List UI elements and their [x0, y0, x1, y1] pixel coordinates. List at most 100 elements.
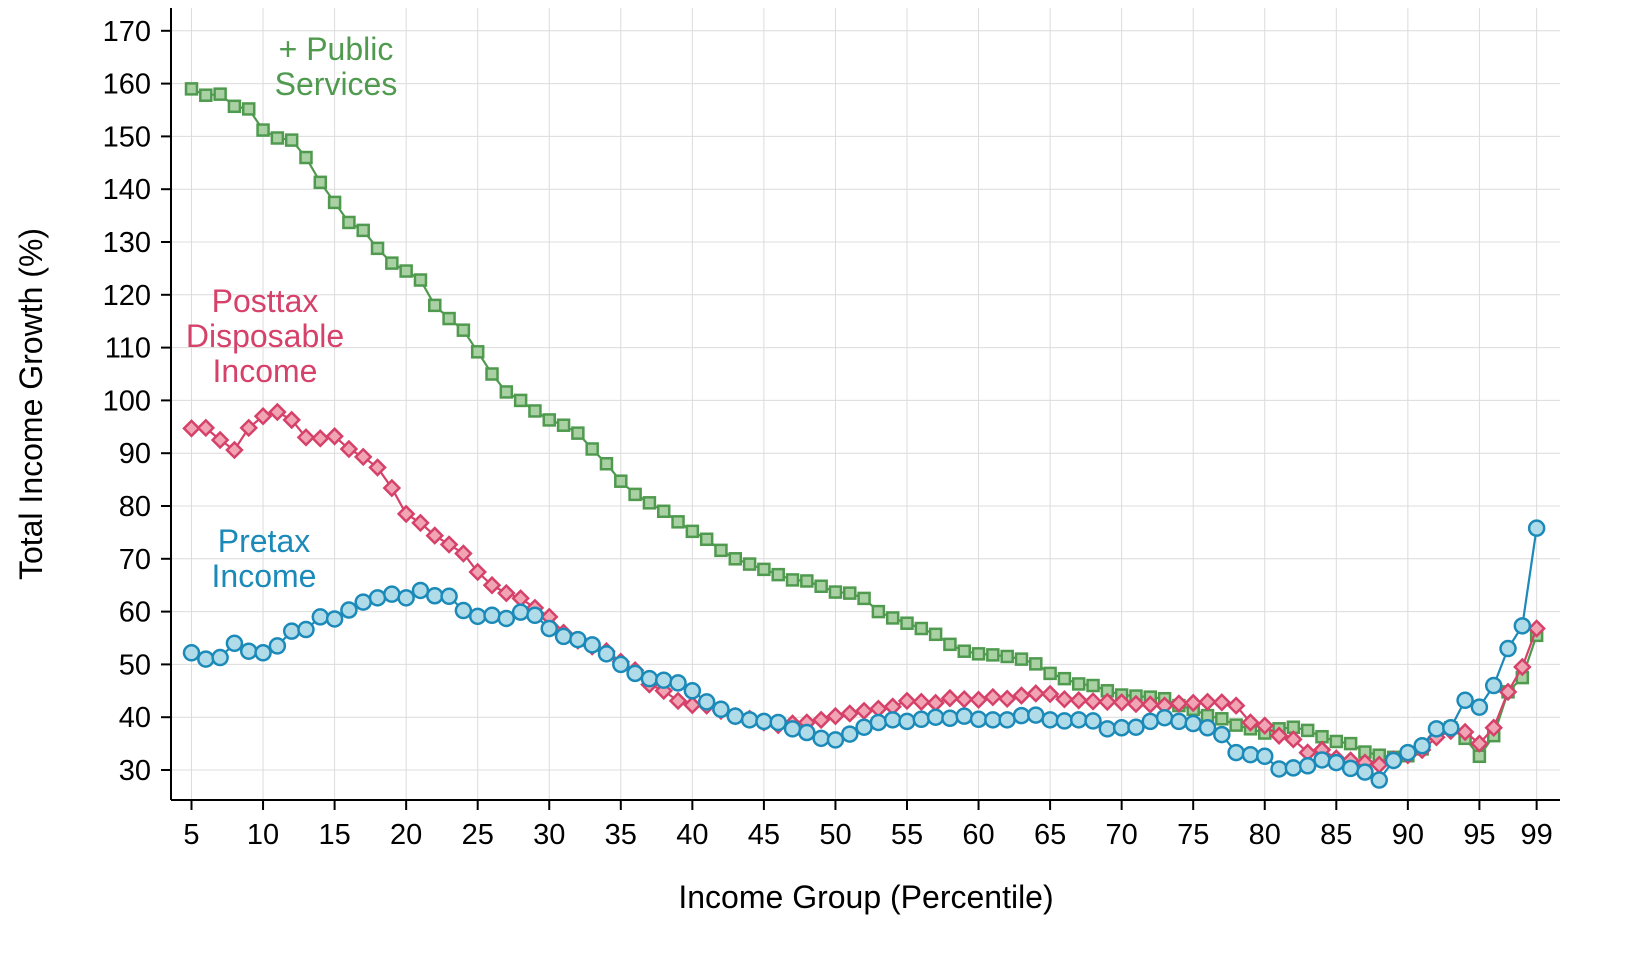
- point-2-51: [841, 725, 859, 743]
- point-0-53: [871, 604, 886, 619]
- point-2-85: [1327, 753, 1346, 772]
- point-2-81: [1270, 760, 1288, 778]
- point-2-19: [383, 585, 401, 603]
- point-2-5: [182, 644, 201, 662]
- point-1-64: [1026, 684, 1046, 703]
- point-1-19: [382, 478, 402, 498]
- point-2-12: [282, 622, 301, 640]
- point-2-29: [526, 606, 544, 625]
- point-2-9: [239, 642, 258, 660]
- y-axis-title: Total Income Growth (%): [13, 228, 49, 580]
- x-tick-label-30: 30: [533, 819, 565, 851]
- y-tick-label-130: 130: [103, 227, 151, 259]
- point-2-71: [1127, 718, 1145, 736]
- point-2-99: [1527, 519, 1546, 537]
- point-2-82: [1284, 759, 1303, 777]
- series-label-0-line-0: + Public: [279, 31, 394, 67]
- series-label-2-line-0: Pretax: [218, 523, 310, 559]
- point-0-9: [241, 102, 256, 116]
- y-tick-label-110: 110: [105, 333, 151, 365]
- point-1-97: [1498, 682, 1518, 702]
- axes: 30 40 50 60 70 80 90 100 110 120 130 140 150 160 170 5 1…: [103, 8, 1560, 851]
- point-1-12: [282, 410, 301, 430]
- point-2-10: [254, 644, 272, 662]
- point-2-49: [812, 729, 830, 748]
- point-2-32: [569, 630, 587, 649]
- point-2-66: [1055, 712, 1074, 730]
- point-0-78: [1229, 718, 1243, 732]
- point-0-68: [1086, 678, 1100, 693]
- point-2-78: [1227, 743, 1245, 762]
- point-2-20: [397, 589, 415, 607]
- point-0-67: [1071, 677, 1086, 691]
- x-tick-label-70: 70: [1106, 819, 1138, 851]
- point-2-79: [1241, 745, 1260, 764]
- point-2-31: [554, 627, 573, 646]
- point-1-94: [1455, 722, 1475, 742]
- point-0-23: [442, 311, 456, 326]
- point-2-11: [268, 637, 287, 655]
- point-0-21: [413, 273, 428, 287]
- point-2-25: [468, 607, 487, 626]
- point-1-21: [411, 513, 430, 533]
- point-2-59: [955, 707, 973, 725]
- point-2-24: [454, 601, 473, 620]
- point-0-86: [1343, 736, 1358, 751]
- point-0-7: [213, 87, 227, 101]
- x-tick-label-80: 80: [1249, 819, 1281, 851]
- point-0-62: [1000, 649, 1014, 664]
- point-0-83: [1300, 723, 1315, 738]
- y-tick-label-70: 70: [119, 544, 151, 576]
- point-2-69: [1098, 720, 1117, 738]
- point-2-21: [411, 581, 430, 600]
- point-0-50: [828, 585, 843, 599]
- point-2-87: [1356, 763, 1374, 781]
- y-tick-label-140: 140: [103, 174, 151, 206]
- point-0-10: [256, 123, 270, 137]
- x-tick-label-45: 45: [748, 819, 780, 851]
- point-1-59: [954, 689, 974, 709]
- point-1-96: [1484, 718, 1503, 738]
- point-0-58: [943, 637, 957, 652]
- point-2-62: [998, 711, 1016, 729]
- point-2-47: [783, 720, 802, 738]
- point-1-70: [1112, 693, 1131, 712]
- point-0-54: [885, 611, 900, 625]
- point-1-57: [926, 693, 945, 713]
- y-tick-label-120: 120: [103, 280, 151, 312]
- point-2-84: [1313, 751, 1331, 769]
- point-1-80: [1255, 716, 1275, 735]
- point-2-50: [826, 731, 845, 749]
- point-1-50: [826, 706, 845, 726]
- x-tick-label-95: 95: [1463, 819, 1495, 851]
- point-2-61: [984, 711, 1002, 729]
- point-1-16: [339, 439, 359, 459]
- point-2-91: [1413, 736, 1431, 755]
- point-1-52: [854, 701, 874, 721]
- point-0-24: [456, 323, 471, 337]
- y-tick-label-50: 50: [119, 649, 151, 681]
- point-1-74: [1169, 694, 1189, 713]
- point-2-75: [1184, 714, 1202, 733]
- point-1-8: [225, 440, 244, 460]
- point-2-26: [483, 606, 501, 625]
- point-0-60: [971, 647, 986, 661]
- point-1-18: [368, 458, 387, 477]
- point-1-56: [912, 692, 931, 712]
- x-tick-label-20: 20: [390, 819, 422, 851]
- point-0-49: [814, 579, 828, 594]
- point-0-5: [184, 82, 199, 96]
- point-1-63: [1012, 686, 1031, 705]
- point-1-13: [296, 428, 316, 447]
- point-2-97: [1499, 639, 1517, 658]
- point-2-22: [426, 587, 444, 605]
- point-2-45: [755, 712, 773, 731]
- point-2-30: [540, 619, 558, 638]
- point-2-27: [497, 609, 516, 628]
- point-0-40: [685, 524, 700, 539]
- point-0-61: [986, 648, 1000, 662]
- point-0-11: [270, 131, 285, 145]
- series-label-1-line-2: Income: [213, 353, 318, 389]
- point-2-52: [855, 718, 873, 736]
